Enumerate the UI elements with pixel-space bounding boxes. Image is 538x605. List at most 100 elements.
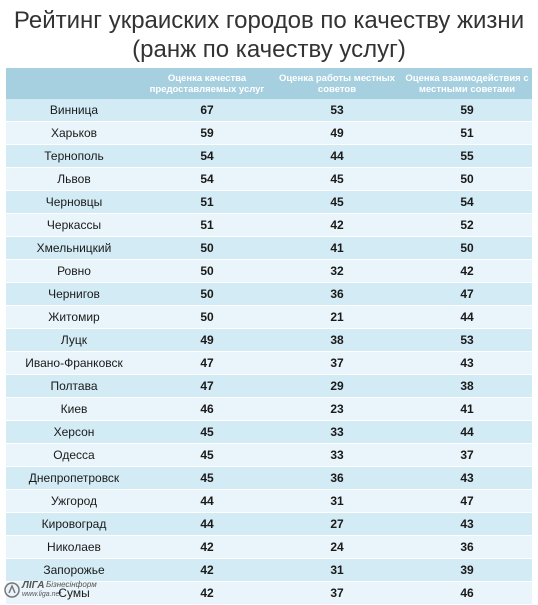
score-cell: 38 (402, 374, 532, 398)
city-name-cell: Луцк (6, 328, 142, 352)
score-cell: 45 (142, 420, 272, 444)
score-cell: 41 (402, 397, 532, 421)
score-cell: 45 (142, 443, 272, 467)
table-row: Ивано-Франковск 47 37 43 (6, 351, 532, 375)
score-cell: 51 (402, 121, 532, 145)
table-row: Хмельницкий 50 41 50 (6, 236, 532, 260)
score-cell: 31 (272, 489, 402, 513)
score-cell: 36 (272, 466, 402, 490)
score-cell: 54 (142, 167, 272, 191)
score-cell: 37 (402, 443, 532, 467)
score-cell: 29 (272, 374, 402, 398)
score-cell: 53 (272, 99, 402, 122)
score-cell: 47 (142, 351, 272, 375)
column-header-council-work: Оценка работы местных советов (272, 68, 402, 99)
city-name-cell: Харьков (6, 121, 142, 145)
score-cell: 45 (142, 466, 272, 490)
footer-brand: ЛIГА (22, 580, 45, 591)
city-name-cell: Ужгород (6, 489, 142, 513)
table-row: Кировоград 44 27 43 (6, 512, 532, 536)
score-cell: 42 (142, 581, 272, 605)
score-cell: 45 (272, 167, 402, 191)
table-row: Харьков 59 49 51 (6, 121, 532, 145)
score-cell: 54 (402, 190, 532, 214)
table-row: Киев 46 23 41 (6, 397, 532, 421)
city-name-cell: Житомир (6, 305, 142, 329)
score-cell: 54 (142, 144, 272, 168)
score-cell: 44 (142, 489, 272, 513)
table-row: Запорожье 42 31 39 (6, 558, 532, 582)
table-row: Львов 54 45 50 (6, 167, 532, 191)
score-cell: 47 (142, 374, 272, 398)
score-cell: 42 (142, 535, 272, 559)
score-cell: 49 (142, 328, 272, 352)
score-cell: 37 (272, 351, 402, 375)
table-row: Полтава 47 29 38 (6, 374, 532, 398)
score-cell: 36 (272, 282, 402, 306)
table-row: Днепропетровск 45 36 43 (6, 466, 532, 490)
table-row: Херсон 45 33 44 (6, 420, 532, 444)
score-cell: 42 (142, 558, 272, 582)
page-subtitle: (ранж по качеству услуг) (132, 36, 406, 63)
table-row: Луцк 49 38 53 (6, 328, 532, 352)
score-cell: 59 (142, 121, 272, 145)
table-row: Ровно 50 32 42 (6, 259, 532, 283)
score-cell: 41 (272, 236, 402, 260)
score-cell: 44 (272, 144, 402, 168)
table-body: Винница 67 53 59 Харьков 59 49 51 Тернополь 54 44 5… (6, 99, 532, 605)
score-cell: 59 (402, 99, 532, 122)
score-cell: 31 (272, 558, 402, 582)
table-row: Тернополь 54 44 55 (6, 144, 532, 168)
score-cell: 51 (142, 213, 272, 237)
footer-logo: ЛIГА Бізнесінформ www.liga.net (4, 580, 114, 600)
footer-brand-sub: Бізнесінформ (46, 580, 97, 589)
rating-table: Оценка качества предоставляемых услуг Оц… (6, 68, 532, 605)
score-cell: 51 (142, 190, 272, 214)
table-row: Винница 67 53 59 (6, 99, 532, 122)
score-cell: 47 (402, 282, 532, 306)
city-name-cell: Ровно (6, 259, 142, 283)
city-name-cell: Винница (6, 99, 142, 122)
city-name-cell: Тернополь (6, 144, 142, 168)
score-cell: 39 (402, 558, 532, 582)
score-cell: 52 (402, 213, 532, 237)
score-cell: 42 (402, 259, 532, 283)
city-name-cell: Киев (6, 397, 142, 421)
city-name-cell: Одесса (6, 443, 142, 467)
score-cell: 43 (402, 466, 532, 490)
table-row: Черновцы 51 45 54 (6, 190, 532, 214)
table-row: Ужгород 44 31 47 (6, 489, 532, 513)
city-name-cell: Кировоград (6, 512, 142, 536)
table-row: Чернигов 50 36 47 (6, 282, 532, 306)
table-header-row: Оценка качества предоставляемых услуг Оц… (6, 68, 532, 99)
score-cell: 42 (272, 213, 402, 237)
score-cell: 44 (402, 305, 532, 329)
score-cell: 21 (272, 305, 402, 329)
column-header-council-interaction: Оценка взаимодействия с местными советам… (402, 68, 532, 99)
score-cell: 24 (272, 535, 402, 559)
score-cell: 44 (142, 512, 272, 536)
score-cell: 43 (402, 512, 532, 536)
column-header-service-quality: Оценка качества предоставляемых услуг (142, 68, 272, 99)
score-cell: 32 (272, 259, 402, 283)
score-cell: 50 (402, 167, 532, 191)
score-cell: 46 (402, 581, 532, 605)
score-cell: 55 (402, 144, 532, 168)
score-cell: 67 (142, 99, 272, 122)
city-name-cell: Черновцы (6, 190, 142, 214)
score-cell: 50 (142, 236, 272, 260)
score-cell: 47 (402, 489, 532, 513)
score-cell: 33 (272, 443, 402, 467)
city-name-cell: Львов (6, 167, 142, 191)
liga-logo-icon (4, 582, 20, 598)
score-cell: 50 (142, 282, 272, 306)
page-title: Рейтинг украиских городов по качеству жи… (13, 7, 525, 34)
column-header-city (6, 68, 142, 99)
city-name-cell: Черкассы (6, 213, 142, 237)
score-cell: 33 (272, 420, 402, 444)
footer-url: www.liga.net (22, 591, 62, 598)
city-name-cell: Чернигов (6, 282, 142, 306)
table-row: Одесса 45 33 37 (6, 443, 532, 467)
score-cell: 36 (402, 535, 532, 559)
city-name-cell: Херсон (6, 420, 142, 444)
